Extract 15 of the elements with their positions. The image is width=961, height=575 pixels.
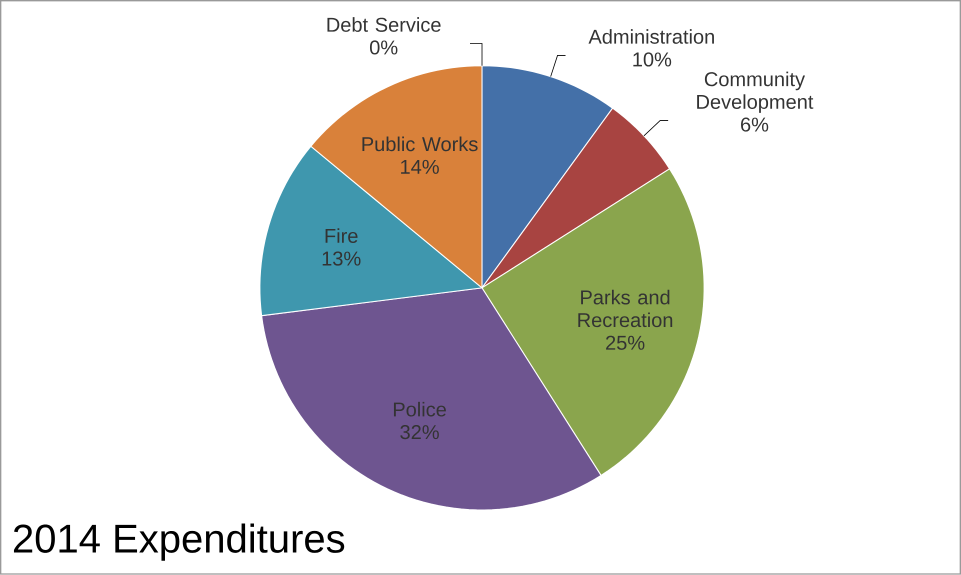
- data-label: 6%: [741, 118, 768, 132]
- text: 2014 Expenditures: [14, 524, 344, 561]
- data-label: 14%: [401, 160, 439, 174]
- data-label: 13%: [322, 252, 361, 266]
- slice-label: Administration: [588, 29, 714, 44]
- slice-label: Fire: [326, 228, 358, 244]
- slice-label: Public Works: [362, 136, 478, 152]
- text: 0%: [370, 40, 398, 55]
- data-label: 25%: [606, 336, 644, 350]
- slice-label: Police: [394, 402, 446, 417]
- category-label: Debt Service: [327, 17, 441, 32]
- data-label: 32%: [400, 425, 439, 440]
- slice-label: Community Development: [697, 72, 814, 114]
- data-label: 10%: [633, 52, 672, 67]
- slice-label: Parks and Recreation: [578, 290, 672, 328]
